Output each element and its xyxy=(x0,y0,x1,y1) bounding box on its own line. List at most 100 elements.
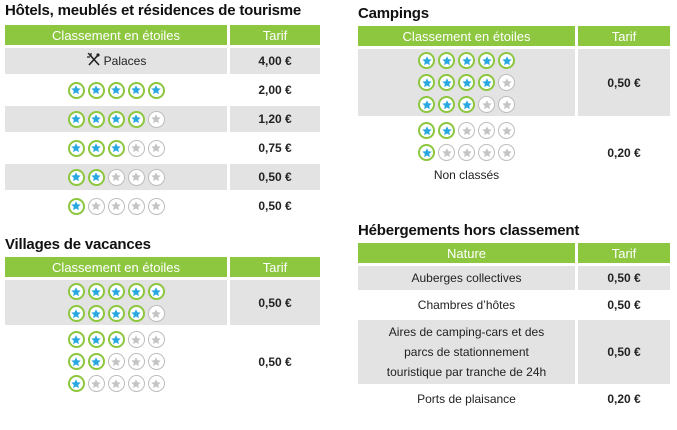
hotels-header-tarif: Tarif xyxy=(230,25,320,45)
blue-star-icon xyxy=(107,139,125,157)
blue-star-icon xyxy=(107,305,125,322)
blue-star-icon xyxy=(87,331,105,348)
blue-star-icon xyxy=(67,283,85,300)
grey-star-icon xyxy=(107,375,125,392)
stars-cell xyxy=(5,135,230,161)
stars-cell xyxy=(5,77,230,103)
star-rating xyxy=(5,110,227,128)
hotels-section: Hôtels, meublés et résidences de tourism… xyxy=(5,2,320,222)
blue-star-icon xyxy=(147,81,165,99)
tarif-cell: 0,75 € xyxy=(230,135,320,161)
grey-star-icon xyxy=(498,74,515,91)
blue-star-icon xyxy=(458,96,475,113)
stars-cell xyxy=(5,193,230,219)
villages-title: Villages de vacances xyxy=(5,236,151,253)
grey-star-icon xyxy=(458,144,475,161)
campings-title: Campings xyxy=(358,5,429,22)
table-row: 0,50 € xyxy=(5,328,320,395)
campings-header-classement: Classement en étoiles xyxy=(358,26,578,46)
star-rating xyxy=(5,305,227,322)
grey-star-icon xyxy=(127,375,145,392)
tarif-cell: 0,50 € xyxy=(230,328,320,395)
nature-cell: Aires de camping-cars et des parcs de st… xyxy=(358,320,578,384)
grey-star-icon xyxy=(147,139,165,157)
stars-cell: Non classés xyxy=(358,119,578,187)
blue-star-icon xyxy=(418,122,435,139)
blue-star-icon xyxy=(418,52,435,69)
blue-star-icon xyxy=(107,81,125,99)
star-rating xyxy=(358,96,575,113)
grey-star-icon xyxy=(127,197,145,215)
grey-star-icon xyxy=(87,197,105,215)
table-row: 2,00 € xyxy=(5,77,320,103)
crossed-cutlery-icon xyxy=(86,52,102,71)
star-rating xyxy=(5,331,227,348)
grey-star-icon xyxy=(107,353,125,370)
grey-star-icon xyxy=(478,144,495,161)
table-row: 0,75 € xyxy=(5,135,320,161)
grey-star-icon xyxy=(478,96,495,113)
blue-star-icon xyxy=(87,81,105,99)
tarif-cell: 0,50 € xyxy=(230,280,320,325)
star-rating xyxy=(5,197,227,215)
blue-star-icon xyxy=(418,96,435,113)
hotels-header-classement: Classement en étoiles xyxy=(5,25,230,45)
stars-cell xyxy=(5,328,230,395)
villages-header-tarif: Tarif xyxy=(230,257,320,277)
campings-table: Classement en étoiles Tarif 0,50 € Non cl… xyxy=(358,23,670,190)
stars-cell xyxy=(5,106,230,132)
grey-star-icon xyxy=(498,122,515,139)
grey-star-icon xyxy=(127,139,145,157)
campings-section: Campings Classement en étoiles Tarif 0,5… xyxy=(358,5,670,190)
table-row: 0,50 € xyxy=(5,280,320,325)
table-row: 1,20 € xyxy=(5,106,320,132)
tarif-cell: 0,50 € xyxy=(230,193,320,219)
villages-table: Classement en étoiles Tarif 0,50 €0,50 € xyxy=(5,254,320,398)
nature-cell: Ports de plaisance xyxy=(358,387,578,411)
star-rating xyxy=(358,74,575,91)
palaces-label: Palaces xyxy=(103,54,147,68)
table-row: Chambres d’hôtes 0,50 € xyxy=(358,293,670,317)
blue-star-icon xyxy=(87,305,105,322)
table-row: Aires de camping-cars et des parcs de st… xyxy=(358,320,670,384)
blue-star-icon xyxy=(67,353,85,370)
table-row: 0,50 € xyxy=(5,164,320,190)
tarif-cell: 0,50 € xyxy=(578,49,670,116)
grey-star-icon xyxy=(87,375,105,392)
grey-star-icon xyxy=(147,110,165,128)
blue-star-icon xyxy=(87,139,105,157)
grey-star-icon xyxy=(147,375,165,392)
grey-star-icon xyxy=(127,353,145,370)
star-rating xyxy=(358,144,575,161)
table-row: Ports de plaisance 0,20 € xyxy=(358,387,670,411)
table-row: Non classés 0,20 € xyxy=(358,119,670,187)
blue-star-icon xyxy=(67,375,85,392)
blue-star-icon xyxy=(478,52,495,69)
blue-star-icon xyxy=(107,110,125,128)
grey-star-icon xyxy=(478,122,495,139)
star-rating xyxy=(5,139,227,157)
hors-title: Hébergements hors classement xyxy=(358,222,580,239)
tarif-cell: 0,50 € xyxy=(578,293,670,317)
star-rating xyxy=(5,283,227,300)
hors-section: Hébergements hors classement Nature Tari… xyxy=(358,222,670,414)
blue-star-icon xyxy=(418,74,435,91)
blue-star-icon xyxy=(127,81,145,99)
tarif-cell: 0,20 € xyxy=(578,119,670,187)
grey-star-icon xyxy=(147,353,165,370)
hors-header-nature: Nature xyxy=(358,243,578,263)
grey-star-icon xyxy=(498,144,515,161)
blue-star-icon xyxy=(67,139,85,157)
villages-header-classement: Classement en étoiles xyxy=(5,257,230,277)
tarif-cell: 1,20 € xyxy=(230,106,320,132)
blue-star-icon xyxy=(127,283,145,300)
star-rating xyxy=(5,81,227,99)
grey-star-icon xyxy=(498,96,515,113)
tarif-cell: 0,50 € xyxy=(578,320,670,384)
table-row: 0,50 € xyxy=(5,193,320,219)
blue-star-icon xyxy=(127,305,145,322)
blue-star-icon xyxy=(107,283,125,300)
grey-star-icon xyxy=(147,168,165,186)
blue-star-icon xyxy=(67,305,85,322)
star-rating xyxy=(5,375,227,392)
